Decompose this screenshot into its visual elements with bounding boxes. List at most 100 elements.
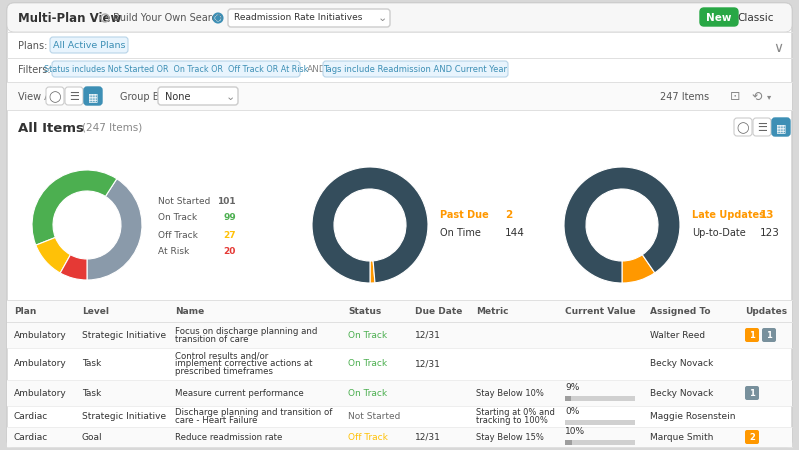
Text: ▦: ▦ — [776, 123, 786, 133]
Text: Up-to-Date: Up-to-Date — [692, 228, 745, 238]
Text: Strategic Initiative: Strategic Initiative — [82, 330, 166, 339]
Text: ▦: ▦ — [88, 92, 98, 102]
Text: Ambulatory: Ambulatory — [14, 388, 67, 397]
Text: On Track: On Track — [158, 213, 197, 222]
Text: Reduce readmission rate: Reduce readmission rate — [175, 432, 282, 441]
Text: prescribed timeframes: prescribed timeframes — [175, 368, 273, 377]
Text: Marque Smith: Marque Smith — [650, 432, 714, 441]
Text: 2: 2 — [749, 432, 755, 441]
Text: ⟲: ⟲ — [752, 90, 762, 104]
Text: 0%: 0% — [565, 407, 579, 416]
Wedge shape — [36, 238, 70, 273]
Bar — [565, 419, 635, 424]
FancyBboxPatch shape — [772, 118, 790, 136]
Text: Becky Novack: Becky Novack — [650, 360, 714, 369]
Text: care - Heart Failure: care - Heart Failure — [175, 416, 257, 425]
Text: ◯: ◯ — [737, 122, 749, 134]
Wedge shape — [312, 167, 428, 283]
Text: Walter Reed: Walter Reed — [650, 330, 706, 339]
FancyBboxPatch shape — [84, 87, 102, 105]
Text: 12/31: 12/31 — [415, 360, 441, 369]
Wedge shape — [32, 170, 117, 245]
Text: Tags include Readmission AND Current Year: Tags include Readmission AND Current Yea… — [323, 66, 507, 75]
Text: (247 Items): (247 Items) — [82, 123, 142, 133]
FancyBboxPatch shape — [46, 87, 64, 105]
Text: Past Due: Past Due — [440, 210, 489, 220]
Text: 101: 101 — [217, 197, 236, 206]
Bar — [565, 440, 635, 445]
Text: Due Date: Due Date — [415, 307, 463, 316]
Text: ☰: ☰ — [69, 92, 79, 102]
Bar — [7, 380, 792, 406]
FancyBboxPatch shape — [745, 328, 759, 342]
Text: 12/31: 12/31 — [415, 432, 441, 441]
Text: 1: 1 — [749, 330, 755, 339]
Wedge shape — [564, 167, 680, 283]
Text: ⊡: ⊡ — [730, 90, 741, 104]
Text: transition of care: transition of care — [175, 334, 248, 343]
FancyBboxPatch shape — [228, 9, 390, 27]
Text: ◯: ◯ — [49, 91, 62, 103]
FancyBboxPatch shape — [52, 61, 300, 77]
Text: Maggie Rosenstein: Maggie Rosenstein — [650, 412, 736, 421]
FancyBboxPatch shape — [158, 87, 238, 105]
Text: On Track: On Track — [348, 360, 388, 369]
Text: Goal: Goal — [82, 432, 102, 441]
Text: ☰: ☰ — [757, 123, 767, 133]
Text: Group By: Group By — [120, 92, 165, 102]
Text: New: New — [706, 13, 732, 23]
Text: 99: 99 — [223, 213, 236, 222]
Text: ▾: ▾ — [767, 93, 771, 102]
Text: Cardiac: Cardiac — [14, 432, 48, 441]
Text: 20: 20 — [224, 248, 236, 256]
Text: Not Started: Not Started — [348, 412, 400, 421]
Text: All Items: All Items — [18, 122, 84, 135]
Text: Multi-Plan View: Multi-Plan View — [18, 12, 121, 24]
Text: Task: Task — [82, 388, 101, 397]
Bar — [7, 322, 792, 348]
Wedge shape — [87, 179, 142, 280]
Text: Status includes Not Started OR  On Track OR  Off Track OR At Risk: Status includes Not Started OR On Track … — [44, 66, 308, 75]
FancyBboxPatch shape — [762, 328, 776, 342]
Text: Plan: Plan — [14, 307, 37, 316]
Text: ⌄: ⌄ — [225, 92, 235, 102]
Text: tracking to 100%: tracking to 100% — [476, 416, 548, 425]
Text: On Track: On Track — [348, 388, 388, 397]
Text: 10%: 10% — [565, 428, 585, 436]
Text: Metric: Metric — [476, 307, 508, 316]
FancyBboxPatch shape — [734, 118, 752, 136]
FancyBboxPatch shape — [745, 386, 759, 400]
Text: Not Started: Not Started — [158, 197, 210, 206]
Text: implement corrective actions at: implement corrective actions at — [175, 360, 312, 369]
Text: 2: 2 — [505, 210, 512, 220]
Text: On Track: On Track — [348, 330, 388, 339]
Text: Cardiac: Cardiac — [14, 412, 48, 421]
Text: Becky Novack: Becky Novack — [650, 388, 714, 397]
Text: Off Track: Off Track — [348, 432, 388, 441]
Text: Assigned To: Assigned To — [650, 307, 710, 316]
Text: ∨: ∨ — [773, 41, 783, 55]
Text: Task: Task — [82, 360, 101, 369]
Text: 144: 144 — [505, 228, 525, 238]
Wedge shape — [60, 255, 87, 280]
Text: 13: 13 — [760, 210, 774, 220]
Text: At Risk: At Risk — [158, 248, 189, 256]
Text: All Active Plans: All Active Plans — [53, 41, 125, 50]
Text: AND: AND — [307, 66, 327, 75]
Text: Control results and/or: Control results and/or — [175, 351, 268, 360]
Text: 9%: 9% — [565, 383, 579, 392]
Text: 247 Items: 247 Items — [660, 92, 710, 102]
Text: Discharge planning and transition of: Discharge planning and transition of — [175, 408, 332, 417]
FancyBboxPatch shape — [50, 37, 128, 53]
Wedge shape — [622, 255, 654, 283]
FancyBboxPatch shape — [753, 118, 771, 136]
FancyBboxPatch shape — [7, 82, 792, 110]
Text: Level: Level — [82, 307, 109, 316]
Text: Stay Below 15%: Stay Below 15% — [476, 432, 544, 441]
Bar — [565, 396, 635, 401]
Text: Focus on discharge planning and: Focus on discharge planning and — [175, 327, 317, 336]
Text: Readmission Rate Initiatives: Readmission Rate Initiatives — [234, 14, 363, 22]
Text: 12/31: 12/31 — [415, 330, 441, 339]
FancyBboxPatch shape — [7, 300, 792, 322]
Text: Strategic Initiative: Strategic Initiative — [82, 412, 166, 421]
